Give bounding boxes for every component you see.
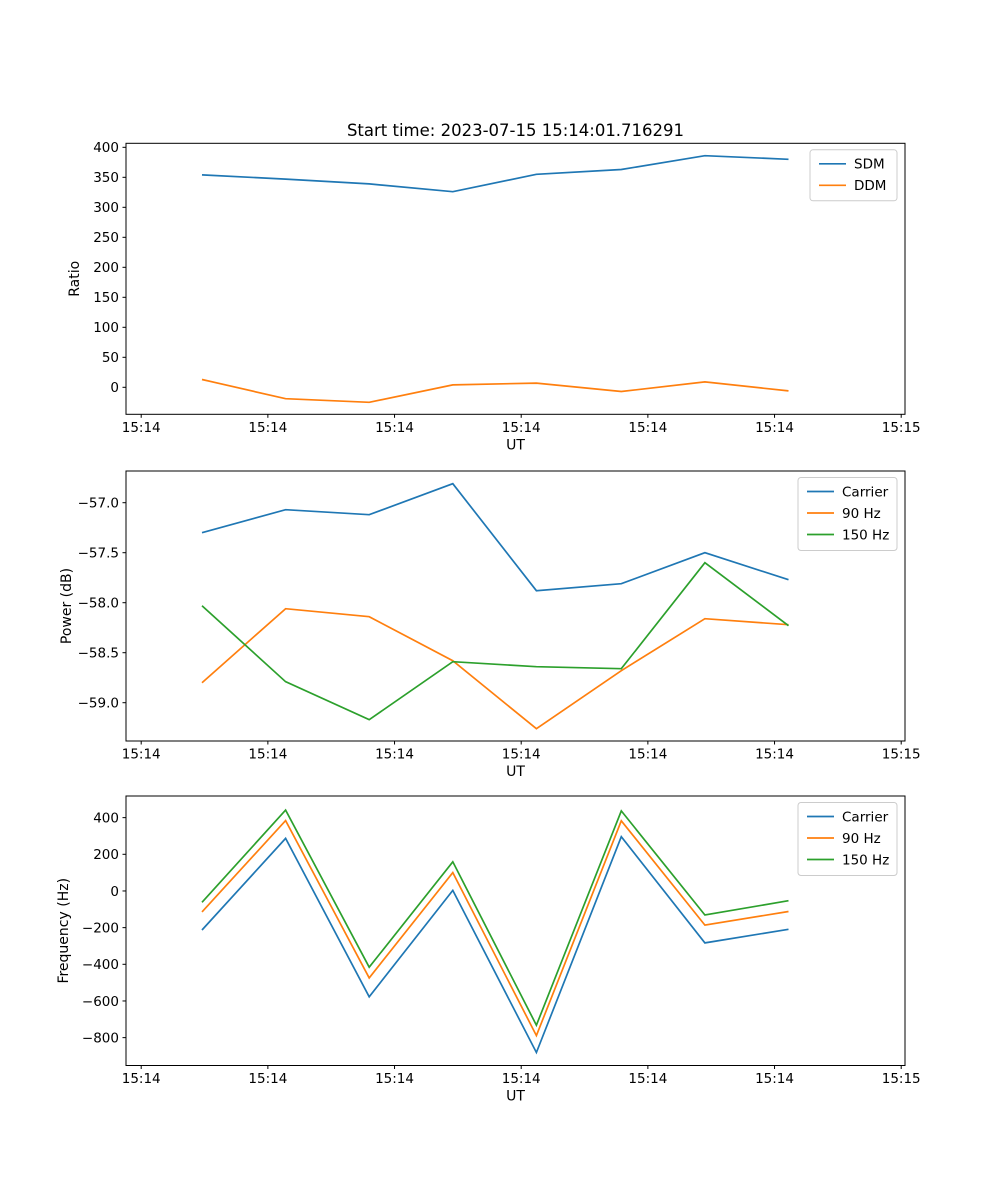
y-tick-label: 300 <box>93 200 119 216</box>
x-tick-label: 15:14 <box>755 747 794 763</box>
y-tick-label: 400 <box>93 140 119 156</box>
x-tick-label: 15:15 <box>882 420 921 436</box>
y-tick-label: −200 <box>82 920 119 936</box>
y-axis-label: Power (dB) <box>59 568 75 644</box>
x-tick-label: 15:14 <box>375 1071 414 1087</box>
x-tick-label: 15:14 <box>628 1071 667 1087</box>
y-tick-label: 350 <box>93 170 119 186</box>
legend-label: DDM <box>854 178 886 194</box>
legend-label: SDM <box>854 157 885 173</box>
axes-frame <box>125 142 906 415</box>
series-line-carrier <box>201 482 789 592</box>
x-tick-label: 15:14 <box>755 1071 794 1087</box>
series-line-sdm <box>201 154 789 193</box>
x-tick-label: 15:14 <box>122 420 161 436</box>
legend-box <box>797 477 898 551</box>
y-tick-label: −400 <box>82 957 119 973</box>
legend-label: 90 Hz <box>842 506 881 522</box>
y-tick-label: −600 <box>82 994 119 1010</box>
x-tick-label: 15:14 <box>502 747 541 763</box>
x-tick-label: 15:15 <box>882 747 921 763</box>
y-tick-label: −59.0 <box>78 696 119 712</box>
chart-title: Start time: 2023-07-15 15:14:01.716291 <box>346 121 685 140</box>
x-tick-label: 15:14 <box>375 747 414 763</box>
series-line-150-hz <box>201 561 790 721</box>
legend-label: 90 Hz <box>842 831 881 847</box>
legend-label: Carrier <box>842 809 889 825</box>
x-tick-label: 15:14 <box>628 747 667 763</box>
y-tick-label: 400 <box>93 810 119 826</box>
series-line-carrier <box>201 835 789 1055</box>
y-tick-label: 50 <box>102 350 119 366</box>
x-tick-label: 15:14 <box>122 1071 161 1087</box>
x-axis-label: UT <box>506 764 525 780</box>
y-tick-label: −58.5 <box>78 646 119 662</box>
legend-label: 150 Hz <box>842 527 889 543</box>
y-axis-label: Ratio <box>67 261 83 297</box>
legend-label: 150 Hz <box>842 852 889 868</box>
x-tick-label: 15:14 <box>248 420 287 436</box>
x-axis-label: UT <box>506 1089 525 1105</box>
x-axis-label: UT <box>506 437 525 453</box>
legend-label: Carrier <box>842 484 889 500</box>
x-tick-label: 15:14 <box>248 1071 287 1087</box>
legend-box <box>797 802 898 876</box>
series-line-150-hz <box>201 808 789 1028</box>
y-tick-label: 0 <box>110 884 119 900</box>
x-tick-label: 15:14 <box>122 747 161 763</box>
y-tick-label: −58.0 <box>78 596 119 612</box>
y-tick-label: −800 <box>82 1030 119 1046</box>
series-line-90-hz <box>201 607 789 730</box>
x-tick-label: 15:14 <box>248 747 287 763</box>
axes-frame <box>125 795 906 1066</box>
y-tick-label: 100 <box>93 320 119 336</box>
y-tick-label: 200 <box>93 847 119 863</box>
x-tick-label: 15:14 <box>628 420 667 436</box>
x-tick-label: 15:14 <box>502 420 541 436</box>
y-tick-label: 200 <box>93 260 119 276</box>
y-tick-label: 0 <box>110 380 119 396</box>
axes-frame <box>125 470 906 742</box>
x-tick-label: 15:14 <box>375 420 414 436</box>
series-line-ddm <box>201 378 789 404</box>
x-tick-label: 15:15 <box>882 1071 921 1087</box>
y-tick-label: 250 <box>93 230 119 246</box>
y-axis-label: Frequency (Hz) <box>56 878 72 984</box>
y-tick-label: 150 <box>93 290 119 306</box>
y-tick-label: −57.0 <box>78 496 119 512</box>
y-tick-label: −57.5 <box>78 546 119 562</box>
x-tick-label: 15:14 <box>502 1071 541 1087</box>
series-line-90-hz <box>201 819 789 1038</box>
x-tick-label: 15:14 <box>755 420 794 436</box>
legend-box <box>809 149 898 202</box>
